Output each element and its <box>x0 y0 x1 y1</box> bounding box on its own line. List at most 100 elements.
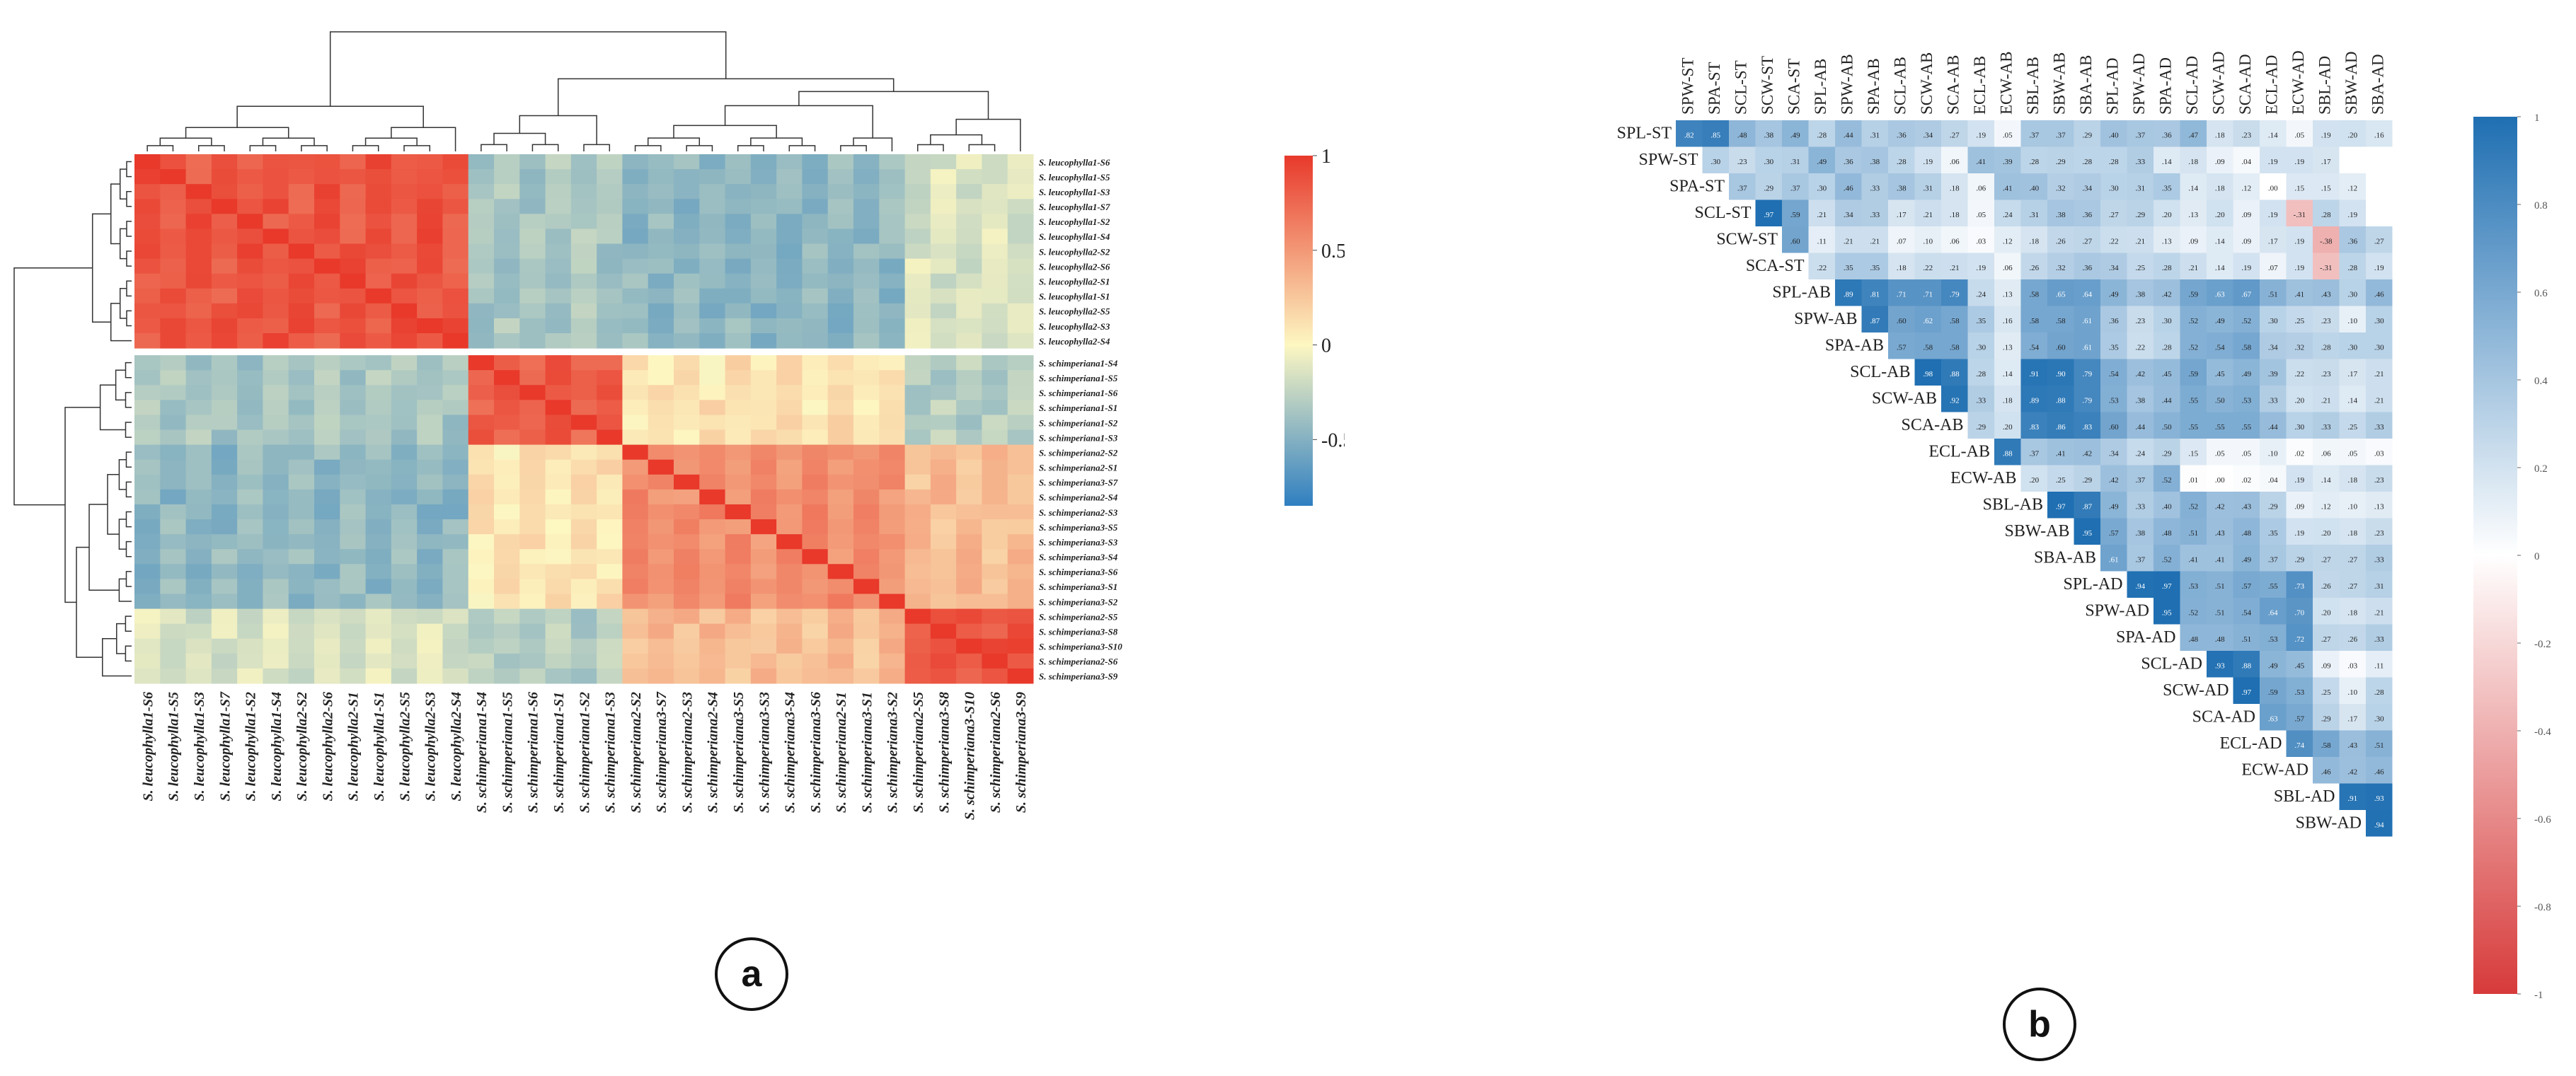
heatmap-cell <box>314 303 340 319</box>
heatmap-cell <box>211 668 238 684</box>
row-label: SPL-AB <box>1772 284 1831 302</box>
heatmap-cell <box>622 243 649 260</box>
matrix-cell-value: .42 <box>2135 370 2145 378</box>
heatmap-cell <box>802 370 829 386</box>
matrix-cell <box>1888 279 1915 306</box>
heatmap-cell <box>185 444 212 461</box>
heatmap-cell <box>648 199 674 214</box>
matrix-cell <box>2100 173 2127 200</box>
matrix-cell-value: .30 <box>2268 317 2278 325</box>
matrix-cell <box>2339 598 2366 625</box>
matrix-cell-value: .54 <box>2241 608 2251 617</box>
heatmap-cell <box>776 318 803 334</box>
heatmap-cell <box>725 489 752 505</box>
heatmap-cell <box>904 459 931 475</box>
matrix-cell-value: .30 <box>2162 317 2172 325</box>
heatmap-cell <box>134 653 161 669</box>
heatmap-cell <box>314 489 340 505</box>
heatmap-cell <box>570 243 597 260</box>
heatmap-cell <box>468 400 495 415</box>
heatmap-cell <box>365 154 392 170</box>
matrix-cell-value: .33 <box>2374 635 2384 644</box>
heatmap-cell <box>288 258 315 274</box>
matrix-cell-value: .34 <box>2109 264 2119 272</box>
dendrogram-branch <box>116 623 126 654</box>
matrix-cell-value: .58 <box>1950 317 1960 325</box>
matrix-cell-value: .37 <box>2268 555 2278 564</box>
heatmap-cell <box>442 489 469 505</box>
row-label: SBW-AB <box>2004 522 2069 540</box>
heatmap-cell <box>519 273 546 289</box>
matrix-cell-value: .40 <box>2162 502 2172 511</box>
matrix-cell <box>2366 598 2393 625</box>
heatmap-cell <box>442 653 469 669</box>
heatmap-cell <box>750 370 777 386</box>
heatmap-cell <box>391 258 418 274</box>
heatmap-cell <box>802 154 829 170</box>
heatmap-cell <box>263 400 289 415</box>
heatmap-cell <box>674 370 700 386</box>
heatmap-cell <box>879 303 906 319</box>
heatmap-cell <box>699 519 726 535</box>
heatmap-cell <box>288 228 315 245</box>
heatmap-cell <box>211 429 238 446</box>
heatmap-cell <box>519 199 546 214</box>
matrix-cell <box>2313 199 2340 226</box>
heatmap-cell <box>340 429 367 446</box>
heatmap-cell <box>622 444 649 461</box>
matrix-cell <box>2233 306 2260 332</box>
matrix-cell <box>2180 226 2207 253</box>
heatmap-cell <box>288 415 315 431</box>
heatmap-cell <box>365 303 392 319</box>
heatmap-cell <box>570 288 597 304</box>
row-label: SPW-AD <box>2085 602 2149 620</box>
heatmap-cell <box>288 594 315 610</box>
matrix-cell-value: .15 <box>2188 449 2198 458</box>
matrix-cell <box>2313 253 2340 279</box>
heatmap-cell <box>494 228 520 245</box>
heatmap-cell <box>1007 318 1034 334</box>
matrix-cell-value: .95 <box>2162 608 2172 617</box>
matrix-cell <box>2233 677 2260 704</box>
heatmap-cell <box>597 228 623 245</box>
matrix-cell <box>2260 253 2287 279</box>
row-label: SCA-ST <box>1746 257 1805 275</box>
heatmap-cell <box>468 199 495 214</box>
matrix-cell-value: .54 <box>2109 370 2119 378</box>
matrix-cell-value: .29 <box>2162 449 2172 458</box>
heatmap-cell <box>417 184 443 199</box>
column-label: S. schimperiana3-S2 <box>885 692 901 813</box>
heatmap-cell <box>570 594 597 610</box>
heatmap-cell <box>750 519 777 535</box>
heatmap-cell <box>365 459 392 475</box>
heatmap-cell <box>494 594 520 610</box>
matrix-cell <box>1994 386 2021 412</box>
matrix-cell <box>2127 545 2154 572</box>
heatmap-cell <box>802 169 829 185</box>
heatmap-cell <box>699 288 726 304</box>
heatmap-cell <box>237 623 263 640</box>
heatmap-cell <box>776 519 803 535</box>
matrix-cell <box>2100 492 2127 519</box>
matrix-cell-value: .88 <box>2003 449 2013 458</box>
heatmap-cell <box>160 504 187 520</box>
heatmap-cell <box>597 169 623 185</box>
matrix-cell <box>2339 439 2366 465</box>
matrix-cell-value: .07 <box>1897 237 1907 245</box>
heatmap-cell <box>417 273 443 289</box>
matrix-cell <box>1808 146 1835 173</box>
heatmap-cell <box>853 258 880 274</box>
heatmap-cell <box>545 303 572 319</box>
heatmap-cell <box>956 370 982 386</box>
dendrogram-branch <box>301 145 328 151</box>
matrix-cell <box>2180 332 2207 359</box>
heatmap-cell <box>597 474 623 490</box>
matrix-cell <box>2154 571 2180 598</box>
matrix-cell <box>2366 545 2393 572</box>
heatmap-cell <box>674 474 700 490</box>
matrix-cell-value: .23 <box>2135 317 2145 325</box>
dendrogram-branch <box>119 168 127 200</box>
heatmap-cell <box>982 214 1008 229</box>
heatmap-cell <box>545 154 572 170</box>
heatmap-cell <box>288 638 315 654</box>
